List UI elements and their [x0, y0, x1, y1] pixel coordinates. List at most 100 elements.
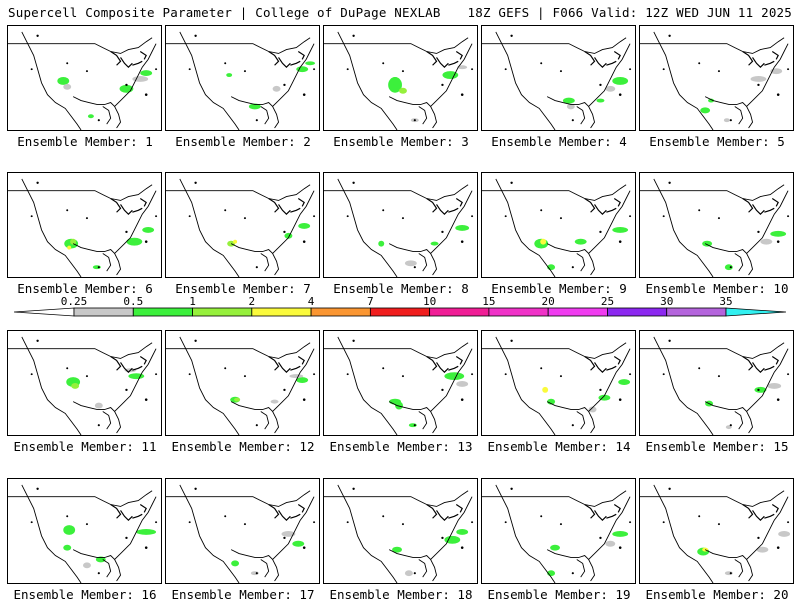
island-mark [717, 375, 720, 378]
great-lakes-outline [584, 356, 596, 371]
island-mark [401, 375, 404, 378]
coastline [704, 243, 747, 254]
country-border [324, 342, 469, 359]
island-mark [401, 523, 404, 526]
coastline [272, 43, 315, 129]
island-mark [283, 388, 286, 392]
island-mark [30, 521, 33, 524]
island-mark [346, 68, 349, 71]
great-lakes-outline [110, 356, 122, 371]
scp-contour [296, 377, 309, 383]
coastline [230, 549, 273, 560]
island-mark [313, 215, 316, 218]
scp-contour [770, 230, 787, 237]
panel-label: Ensemble Member: 6 [17, 281, 153, 296]
title-left: Supercell Composite Parameter | College … [8, 5, 441, 20]
us-map [8, 178, 158, 277]
scp-contour [724, 264, 733, 271]
great-lakes-outline [613, 356, 621, 365]
island-mark [302, 240, 306, 243]
island-mark [302, 398, 306, 401]
island-mark [188, 215, 191, 218]
colorbar-tick-label: 10 [423, 296, 436, 308]
island-mark [510, 34, 513, 37]
map-panel [165, 25, 320, 131]
island-mark [599, 230, 602, 234]
scp-contour [289, 374, 304, 379]
scp-contour [456, 381, 469, 387]
scp-contour [723, 118, 730, 123]
island-mark [346, 215, 349, 218]
island-mark [668, 34, 671, 37]
island-mark [540, 515, 543, 518]
island-mark [97, 119, 100, 122]
island-mark [504, 373, 507, 376]
island-mark [787, 215, 790, 218]
country-border [324, 490, 469, 507]
scp-contour [756, 546, 769, 553]
island-mark [571, 266, 574, 269]
us-map [640, 31, 790, 130]
scp-contour [94, 402, 103, 409]
great-lakes-outline [764, 207, 775, 213]
scp-contour [292, 540, 305, 547]
coastline [704, 401, 747, 412]
great-lakes-outline [120, 204, 133, 216]
scp-contour [305, 61, 316, 66]
island-mark [559, 375, 562, 378]
coastline [495, 484, 556, 583]
scp-contour [760, 238, 773, 245]
panel-label: Ensemble Member: 8 [333, 281, 469, 296]
great-lakes-outline [426, 504, 438, 519]
great-lakes-outline [132, 513, 143, 519]
island-mark [313, 373, 316, 376]
scp-contour [542, 386, 549, 393]
great-lakes-outline [771, 198, 779, 207]
island-mark [787, 521, 790, 524]
scp-contour [574, 238, 587, 245]
island-mark [717, 523, 720, 526]
island-mark [471, 215, 474, 218]
coastline [734, 253, 744, 272]
coastline [114, 43, 157, 129]
coastline [179, 31, 240, 130]
coastline [430, 496, 473, 582]
island-mark [757, 536, 760, 540]
panel-label: Ensemble Member: 3 [333, 134, 469, 149]
great-lakes-outline [132, 365, 143, 371]
panel-label: Ensemble Member: 12 [171, 439, 315, 454]
scp-contour [456, 529, 469, 535]
island-mark [302, 93, 306, 96]
great-lakes-outline [132, 60, 143, 66]
coastline [576, 559, 586, 578]
great-lakes-outline [290, 60, 301, 66]
map-panel [639, 172, 794, 278]
island-mark [243, 375, 246, 378]
island-mark [255, 424, 258, 427]
map-panel [481, 25, 636, 131]
island-mark [757, 230, 760, 234]
country-border [640, 490, 785, 507]
great-lakes-outline [752, 362, 765, 374]
scp-contour [71, 383, 80, 389]
island-mark [66, 515, 69, 518]
map-panel [165, 172, 320, 278]
island-mark [698, 515, 701, 518]
scp-contour [142, 226, 155, 233]
great-lakes-outline [742, 504, 754, 519]
coastline [734, 559, 744, 578]
coastline [430, 348, 473, 434]
great-lakes-outline [268, 356, 280, 371]
coastline [179, 336, 240, 435]
map-panel [323, 330, 478, 436]
coastline [653, 484, 714, 583]
map-panel [165, 330, 320, 436]
coastline [114, 348, 157, 434]
coastline [114, 496, 157, 582]
island-mark [144, 93, 148, 96]
scp-contour [566, 103, 575, 110]
great-lakes-outline [268, 198, 280, 213]
island-mark [255, 119, 258, 122]
coastline [704, 549, 747, 560]
great-lakes-outline [606, 513, 617, 519]
